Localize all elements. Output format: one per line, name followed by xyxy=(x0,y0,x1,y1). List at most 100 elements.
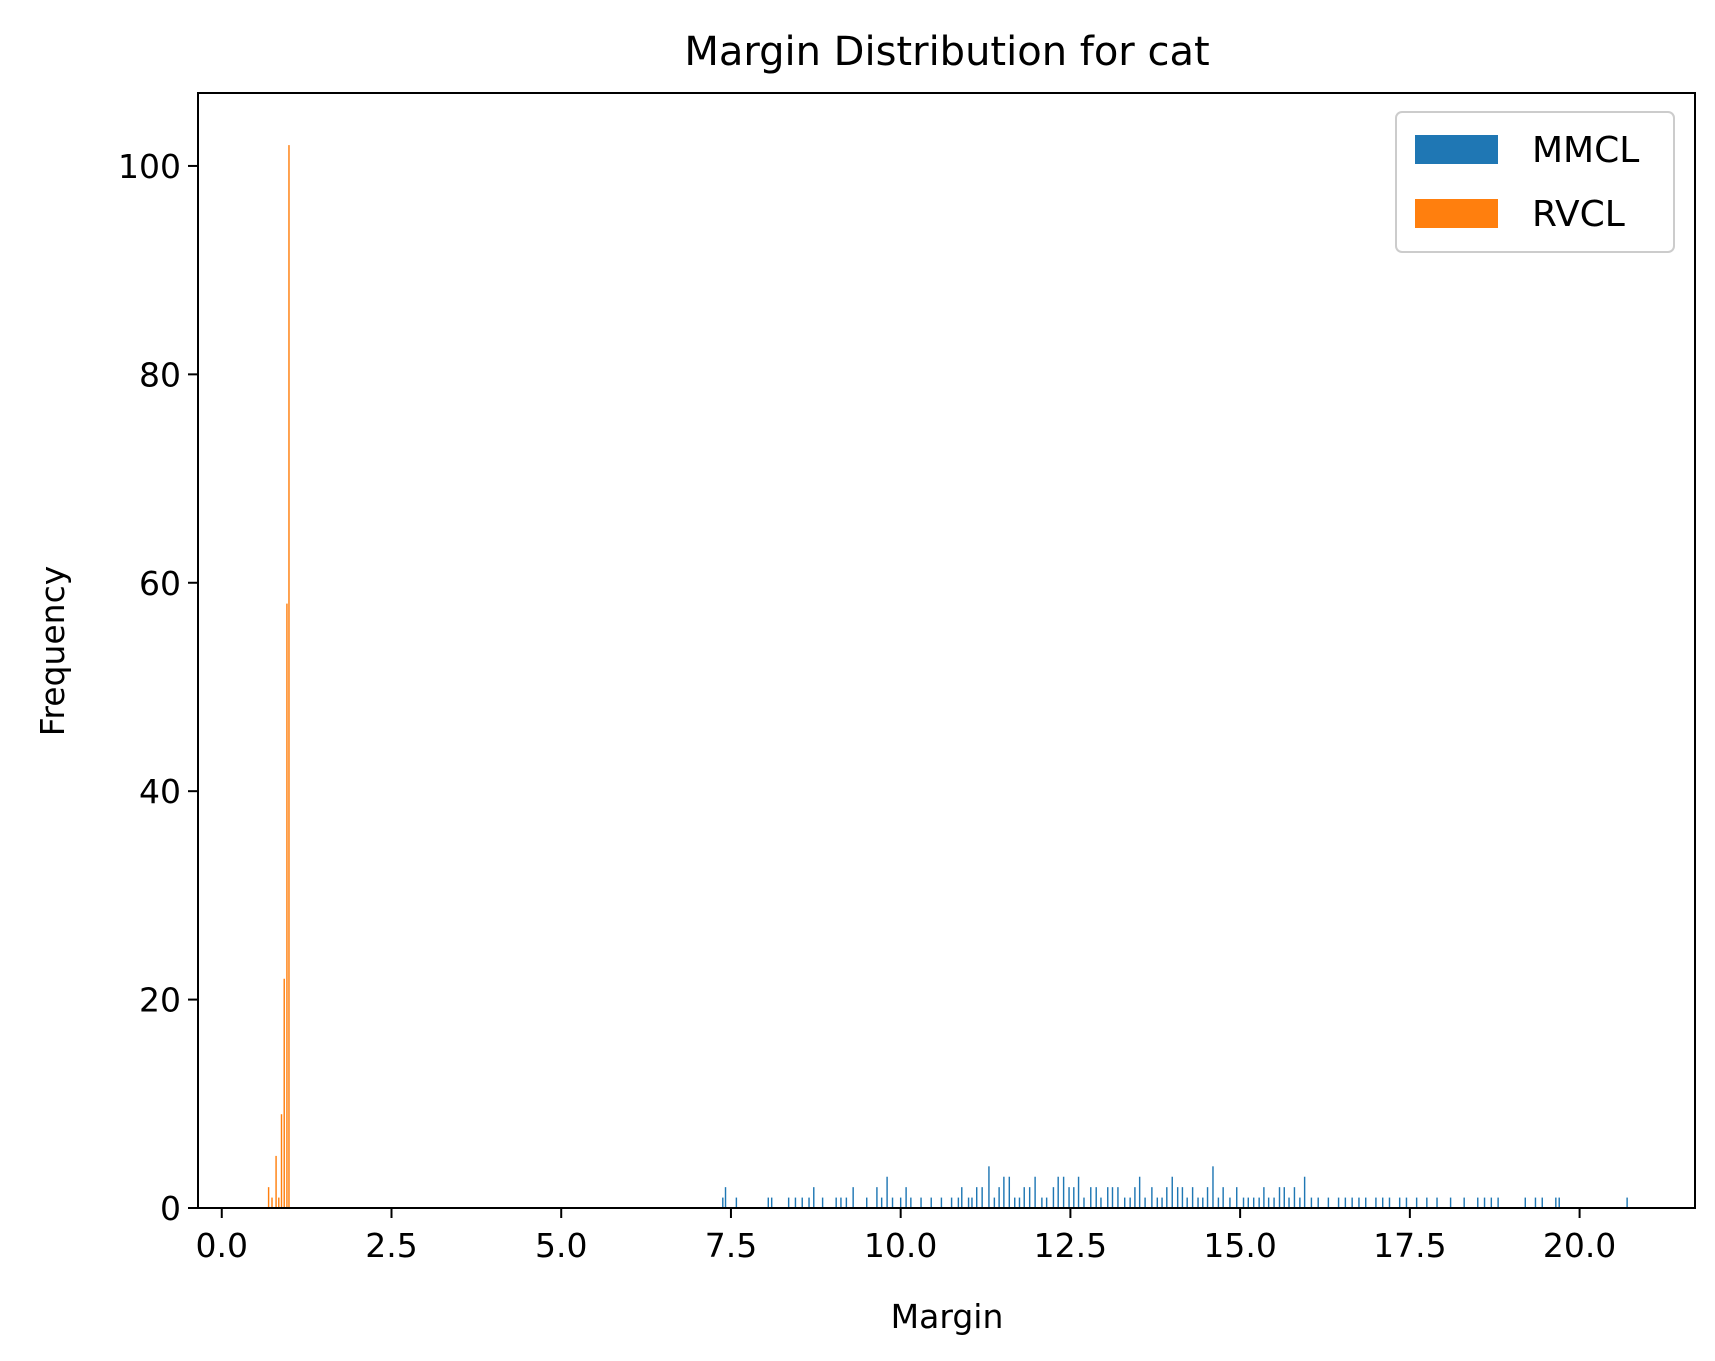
bar-mmcl-13 xyxy=(845,1197,848,1208)
bar-mmcl-37 xyxy=(1008,1176,1011,1208)
x-axis-label: Margin xyxy=(891,1297,1004,1336)
bar-mmcl-23 xyxy=(920,1197,922,1208)
bar-mmcl-64 xyxy=(1156,1197,1159,1208)
bar-mmcl-51 xyxy=(1083,1197,1085,1208)
x-tick-label: 7.5 xyxy=(705,1226,757,1265)
bar-mmcl-97 xyxy=(1344,1197,1347,1208)
bar-mmcl-67 xyxy=(1171,1176,1173,1208)
bar-mmcl-30 xyxy=(971,1197,973,1208)
chart-title: Margin Distribution for cat xyxy=(684,29,1209,75)
bar-mmcl-3 xyxy=(767,1197,769,1208)
bar-mmcl-96 xyxy=(1337,1197,1340,1208)
bar-mmcl-8 xyxy=(808,1197,810,1208)
bar-mmcl-14 xyxy=(852,1187,854,1208)
bar-mmcl-117 xyxy=(1541,1197,1543,1208)
bar-mmcl-89 xyxy=(1288,1197,1290,1208)
bar-mmcl-88 xyxy=(1283,1187,1285,1208)
bar-mmcl-82 xyxy=(1252,1197,1255,1208)
bar-mmcl-75 xyxy=(1212,1166,1214,1208)
bar-mmcl-41 xyxy=(1028,1187,1031,1208)
bar-mmcl-54 xyxy=(1100,1197,1102,1208)
bar-mmcl-76 xyxy=(1217,1197,1220,1208)
bar-mmcl-40 xyxy=(1023,1187,1025,1208)
bar-mmcl-100 xyxy=(1365,1197,1367,1208)
y-tick-label: 60 xyxy=(139,564,181,603)
bar-mmcl-25 xyxy=(940,1197,943,1208)
x-tick-label: 12.5 xyxy=(1034,1226,1107,1265)
bar-mmcl-44 xyxy=(1045,1197,1048,1208)
bar-mmcl-28 xyxy=(961,1187,963,1208)
bar-mmcl-63 xyxy=(1151,1187,1153,1208)
bar-mmcl-32 xyxy=(981,1187,983,1208)
x-tick-label: 20.0 xyxy=(1543,1226,1616,1265)
y-axis-ticks: 0 20 40 60 80 100 xyxy=(118,147,198,1228)
bar-mmcl-60 xyxy=(1134,1187,1136,1208)
bar-mmcl-108 xyxy=(1436,1197,1438,1208)
bar-rvcl-6 xyxy=(286,603,288,1208)
bar-mmcl-74 xyxy=(1206,1187,1209,1208)
bar-mmcl-78 xyxy=(1229,1197,1231,1208)
bar-mmcl-92 xyxy=(1303,1176,1306,1208)
bar-mmcl-2 xyxy=(735,1197,738,1208)
bar-mmcl-73 xyxy=(1202,1197,1204,1208)
bar-mmcl-112 xyxy=(1483,1197,1486,1208)
y-tick-label: 40 xyxy=(139,772,181,811)
bar-mmcl-102 xyxy=(1381,1197,1384,1208)
legend-swatch-mmcl xyxy=(1415,135,1498,164)
bar-mmcl-10 xyxy=(821,1197,824,1208)
bar-mmcl-35 xyxy=(998,1187,1000,1208)
bar-mmcl-66 xyxy=(1166,1187,1168,1208)
bar-rvcl-4 xyxy=(280,1114,283,1208)
bar-mmcl-59 xyxy=(1129,1197,1131,1208)
bar-mmcl-86 xyxy=(1273,1197,1275,1208)
bar-mmcl-9 xyxy=(813,1187,815,1208)
bar-mmcl-79 xyxy=(1236,1187,1238,1208)
bar-mmcl-17 xyxy=(880,1197,883,1208)
bar-mmcl-52 xyxy=(1090,1187,1092,1208)
bar-mmcl-48 xyxy=(1068,1187,1070,1208)
x-tick-label: 15.0 xyxy=(1203,1226,1276,1265)
legend-label-mmcl: MMCL xyxy=(1532,130,1639,171)
bar-mmcl-50 xyxy=(1077,1176,1080,1208)
bar-mmcl-4 xyxy=(770,1197,773,1208)
bar-rvcl-3 xyxy=(278,1197,280,1208)
bar-rvcl-5 xyxy=(283,978,285,1208)
y-tick-label: 20 xyxy=(139,981,181,1020)
bar-mmcl-69 xyxy=(1181,1187,1184,1208)
x-tick-label: 2.5 xyxy=(365,1226,417,1265)
bar-mmcl-33 xyxy=(988,1166,990,1208)
y-tick-label: 80 xyxy=(139,355,181,394)
bar-mmcl-120 xyxy=(1626,1197,1628,1208)
bar-mmcl-0 xyxy=(722,1197,724,1208)
bar-mmcl-22 xyxy=(910,1197,912,1208)
x-tick-label: 17.5 xyxy=(1373,1226,1446,1265)
bar-mmcl-99 xyxy=(1358,1197,1360,1208)
bar-mmcl-71 xyxy=(1191,1187,1194,1208)
bar-mmcl-7 xyxy=(801,1197,803,1208)
bar-mmcl-46 xyxy=(1057,1176,1059,1208)
bar-mmcl-38 xyxy=(1014,1197,1016,1208)
bar-mmcl-49 xyxy=(1073,1187,1075,1208)
bar-mmcl-6 xyxy=(794,1197,797,1208)
bar-mmcl-77 xyxy=(1222,1187,1224,1208)
bar-mmcl-15 xyxy=(866,1197,868,1208)
bar-mmcl-84 xyxy=(1263,1187,1265,1208)
bar-mmcl-20 xyxy=(899,1197,902,1208)
bar-mmcl-80 xyxy=(1242,1197,1245,1208)
y-tick-label: 0 xyxy=(160,1189,181,1228)
bar-mmcl-62 xyxy=(1144,1197,1146,1208)
plot-frame xyxy=(197,92,1696,1209)
bar-mmcl-57 xyxy=(1117,1187,1119,1208)
legend-label-rvcl: RVCL xyxy=(1532,194,1625,235)
bar-mmcl-109 xyxy=(1449,1197,1452,1208)
bar-rvcl-2 xyxy=(275,1155,277,1208)
bar-mmcl-106 xyxy=(1415,1197,1418,1208)
bar-mmcl-113 xyxy=(1490,1197,1493,1208)
bar-mmcl-55 xyxy=(1107,1187,1109,1208)
bar-mmcl-87 xyxy=(1278,1187,1281,1208)
bar-mmcl-83 xyxy=(1258,1197,1260,1208)
bar-rvcl-0 xyxy=(267,1187,270,1208)
bar-mmcl-19 xyxy=(891,1197,894,1208)
bar-mmcl-110 xyxy=(1463,1197,1465,1208)
